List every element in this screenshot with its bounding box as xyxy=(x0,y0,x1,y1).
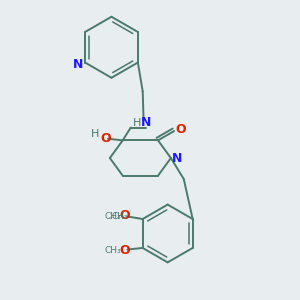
Text: H: H xyxy=(91,129,99,139)
Text: O: O xyxy=(119,209,130,222)
Text: N: N xyxy=(172,152,182,164)
Text: CH₃: CH₃ xyxy=(104,212,121,220)
Text: N: N xyxy=(141,116,151,129)
Text: O: O xyxy=(101,132,111,145)
Text: CH₃: CH₃ xyxy=(104,246,121,255)
Text: H: H xyxy=(133,118,141,128)
Text: O: O xyxy=(176,123,187,136)
Text: Methoxy: Methoxy xyxy=(109,217,115,218)
Text: CH₃: CH₃ xyxy=(112,212,128,220)
Text: O: O xyxy=(119,244,130,257)
Text: N: N xyxy=(73,58,83,70)
